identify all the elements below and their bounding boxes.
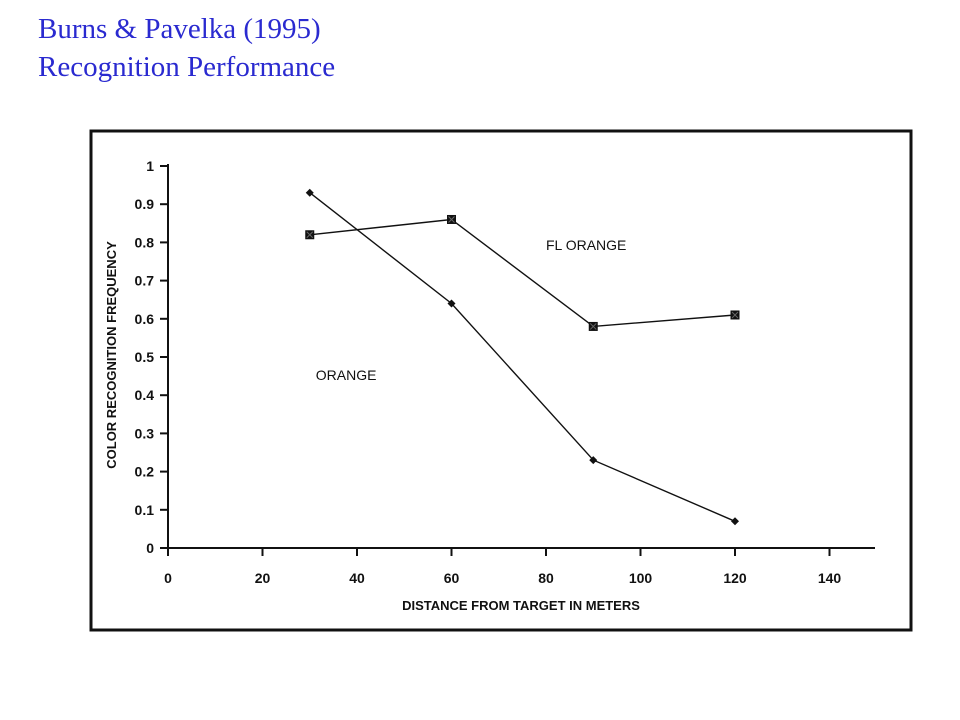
data-point-fl-orange [588,321,598,331]
series-line-fl-orange [309,218,736,328]
chart-series-lines [309,192,736,522]
y-tick-label: 0 [146,540,154,556]
series-label-fl-orange: FL ORANGE [546,237,626,253]
y-tick-label: 0.4 [135,387,155,403]
x-tick-label: 40 [349,570,365,586]
chart-series-markers [305,188,740,526]
series-line-orange [309,192,736,522]
chart-axes [160,164,875,549]
data-point-orange [731,517,739,526]
data-point-orange [447,299,456,308]
slide-title-line2: Recognition Performance [38,51,336,83]
x-tick-label: 80 [538,570,554,586]
y-tick-label: 0.1 [135,502,155,518]
data-point-fl-orange [447,214,456,224]
slide-title-line1: Burns & Pavelka (1995) [38,13,321,45]
y-tick-label: 0.9 [135,196,155,212]
chart-ticks: 0 0.1 0.2 0.3 0.4 0.5 0.6 0.7 0.8 0.9 1 0 20 40 60 80 10… [135,158,842,586]
x-axis-title: DISTANCE FROM TARGET IN METERS [402,598,640,613]
square-marker-cross [448,216,455,223]
y-tick-label: 0.5 [135,349,155,365]
x-tick-label: 60 [444,570,460,586]
square-marker-cross [731,311,739,319]
y-tick-label: 0.7 [135,273,155,289]
y-tick-label: 0.8 [135,234,155,250]
data-point-orange [305,188,314,197]
square-marker-cross [589,323,597,330]
slide-title: Burns & Pavelka (1995) Recognition Perfo… [38,10,335,86]
series-label-orange: ORANGE [316,367,377,383]
data-point-fl-orange [730,310,740,320]
x-tick-label: 20 [255,570,271,586]
data-point-fl-orange [305,230,315,240]
x-tick-label: 100 [629,570,653,586]
square-marker-cross [306,231,314,239]
y-tick-label: 0.2 [135,464,155,480]
y-tick-label: 1 [146,158,154,174]
y-axis-title: COLOR RECOGNITION FREQUENCY [104,241,119,469]
x-tick-label: 120 [723,570,747,586]
x-tick-label: 0 [164,570,172,586]
y-tick-label: 0.3 [135,425,155,441]
data-point-orange [589,456,598,465]
y-tick-label: 0.6 [135,311,155,327]
x-tick-label: 140 [818,570,842,586]
chart-annotations: FL ORANGE ORANGE [316,237,627,383]
chart-frame [89,129,913,632]
